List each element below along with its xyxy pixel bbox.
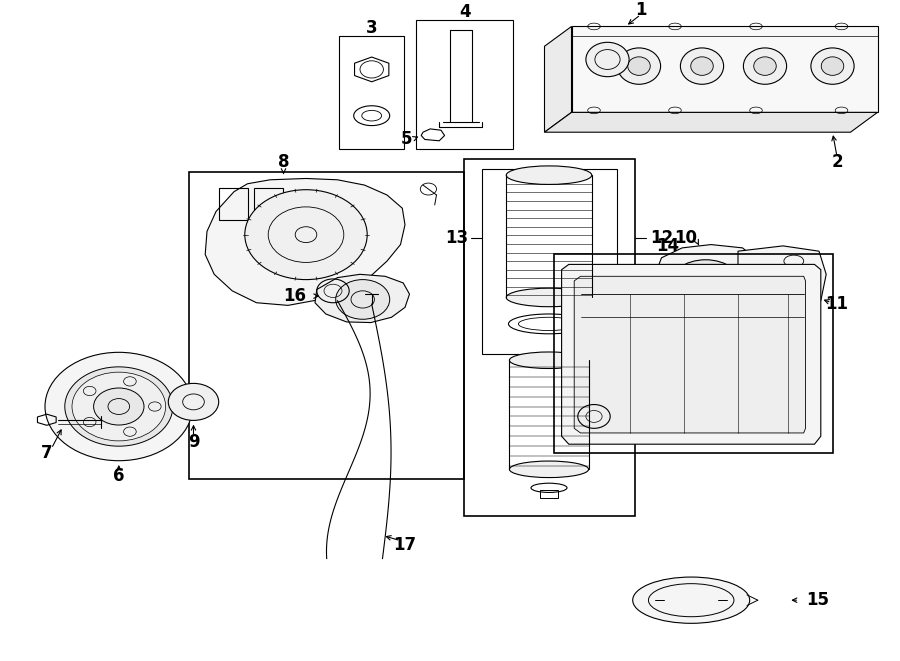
Bar (339, 36, 404, 149)
Ellipse shape (670, 284, 687, 291)
Ellipse shape (724, 284, 741, 291)
Polygon shape (544, 26, 572, 132)
Bar (416, 20, 513, 149)
Text: 5: 5 (401, 130, 412, 148)
Ellipse shape (811, 48, 854, 85)
Circle shape (65, 367, 173, 446)
Ellipse shape (633, 577, 750, 623)
Circle shape (168, 383, 219, 420)
Bar (554, 254, 832, 453)
Circle shape (72, 372, 166, 441)
Bar (254, 188, 284, 220)
Text: 1: 1 (635, 1, 646, 19)
Polygon shape (562, 264, 821, 444)
Circle shape (45, 352, 193, 461)
Polygon shape (655, 245, 760, 317)
Polygon shape (738, 246, 826, 314)
Text: 17: 17 (393, 536, 417, 555)
Ellipse shape (687, 265, 698, 276)
Text: 3: 3 (366, 19, 377, 37)
Text: 10: 10 (674, 229, 698, 247)
Circle shape (668, 260, 743, 315)
Circle shape (336, 280, 390, 319)
Bar (189, 172, 464, 479)
Ellipse shape (506, 288, 592, 307)
Circle shape (94, 388, 144, 425)
Polygon shape (572, 26, 878, 112)
Ellipse shape (617, 48, 661, 85)
Bar (464, 159, 634, 516)
Bar (482, 169, 616, 354)
Text: 2: 2 (832, 153, 842, 171)
Polygon shape (205, 178, 405, 305)
Ellipse shape (509, 352, 589, 369)
Text: 6: 6 (113, 467, 124, 485)
Polygon shape (544, 112, 878, 132)
Text: 14: 14 (656, 237, 680, 255)
Ellipse shape (821, 57, 844, 75)
Text: 4: 4 (460, 3, 471, 21)
Ellipse shape (506, 166, 592, 184)
Text: 12: 12 (650, 229, 673, 247)
Text: 11: 11 (825, 295, 849, 313)
Ellipse shape (687, 299, 698, 310)
Polygon shape (574, 276, 806, 433)
Text: 9: 9 (188, 432, 199, 451)
Circle shape (683, 271, 728, 304)
Ellipse shape (586, 42, 629, 77)
Ellipse shape (680, 48, 724, 85)
Bar (219, 188, 248, 220)
Text: 7: 7 (41, 444, 52, 462)
Text: 8: 8 (278, 153, 289, 171)
Ellipse shape (754, 57, 776, 75)
Ellipse shape (714, 299, 724, 310)
Text: 15: 15 (806, 591, 830, 609)
Ellipse shape (714, 265, 724, 276)
Bar (540, 490, 558, 498)
Ellipse shape (743, 48, 787, 85)
Text: 13: 13 (445, 229, 468, 247)
Circle shape (245, 190, 367, 280)
Polygon shape (315, 274, 410, 323)
Ellipse shape (691, 57, 713, 75)
Ellipse shape (509, 461, 589, 477)
Ellipse shape (628, 57, 650, 75)
Text: 16: 16 (283, 287, 306, 305)
